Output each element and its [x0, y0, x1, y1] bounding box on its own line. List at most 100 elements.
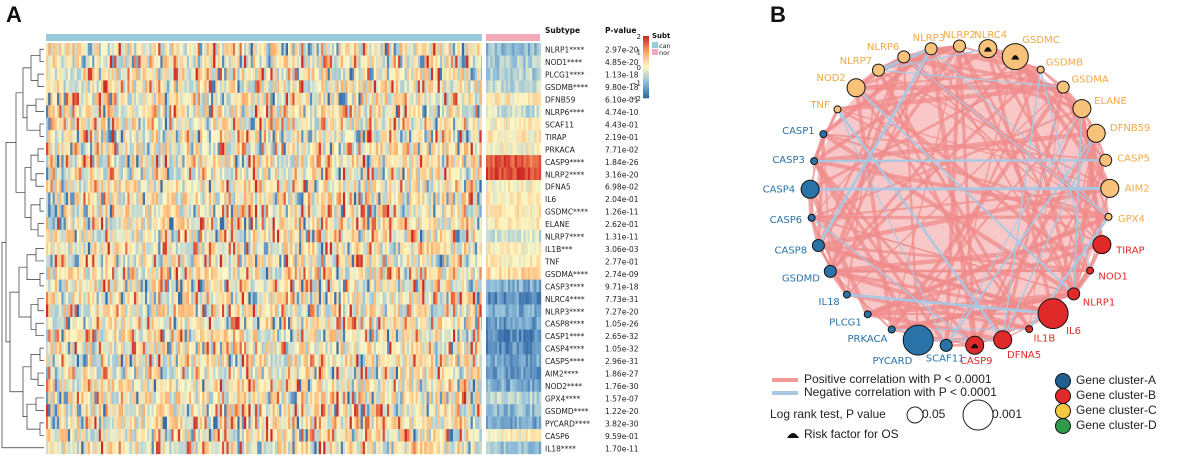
heatmap-cell — [123, 117, 126, 131]
heatmap-cell — [182, 67, 185, 81]
heatmap-cell — [340, 167, 344, 181]
heatmap-cell — [338, 254, 341, 268]
heatmap-cell — [180, 92, 183, 106]
heatmap-cell — [239, 142, 242, 156]
heatmap-cell — [288, 192, 291, 206]
heatmap-cell — [125, 304, 128, 318]
heatmap-cell — [239, 92, 242, 106]
heatmap-cell — [158, 279, 161, 293]
heatmap-cell — [398, 192, 401, 206]
heatmap-cell — [261, 180, 264, 193]
heatmap-cell — [534, 254, 537, 268]
heatmap-cell — [46, 229, 49, 243]
heatmap-cell — [134, 229, 137, 243]
heatmap-cell — [226, 155, 229, 168]
heatmap-cell — [46, 304, 49, 318]
heatmap-cell — [158, 292, 161, 305]
heatmap-cell — [70, 142, 73, 156]
heatmap-cell — [250, 55, 253, 69]
heatmap-cell — [329, 229, 333, 243]
heatmap-cell — [160, 67, 163, 81]
heatmap-cell — [63, 142, 66, 156]
heatmap-cell — [446, 117, 449, 131]
heatmap-cell — [329, 92, 333, 106]
heatmap-cell — [259, 67, 262, 81]
heatmap-cell — [534, 192, 537, 206]
heatmap-cell — [492, 117, 495, 131]
heatmap-cell — [136, 217, 139, 231]
heatmap-cell — [530, 229, 533, 243]
heatmap-cell — [263, 192, 267, 206]
heatmap-cell — [437, 279, 440, 293]
heatmap-cell — [497, 55, 500, 69]
heatmap-cell — [402, 105, 405, 118]
heatmap-cell — [417, 279, 421, 293]
heatmap-cell — [248, 155, 251, 168]
heatmap-cell — [426, 254, 429, 268]
heatmap-cell — [538, 92, 542, 106]
heatmap-cell — [125, 117, 128, 131]
heatmap-cell — [182, 304, 185, 318]
heatmap-cell — [94, 142, 97, 156]
heatmap-cell — [514, 105, 517, 118]
heatmap-cell — [213, 142, 216, 156]
heatmap-cell — [499, 55, 502, 69]
heatmap-cell — [120, 55, 124, 69]
heatmap-cell — [191, 142, 194, 156]
heatmap-cell — [142, 267, 146, 280]
heatmap-cell — [373, 279, 377, 293]
heatmap-cell — [442, 180, 445, 193]
heatmap-cell — [112, 130, 115, 143]
heatmap-cell — [356, 43, 359, 56]
heatmap-cell — [235, 130, 238, 143]
heatmap-cell — [92, 204, 95, 218]
heatmap-cell — [217, 292, 220, 305]
heatmap-cell — [235, 180, 238, 193]
heatmap-cell — [470, 229, 473, 243]
heatmap-cell — [530, 254, 533, 268]
heatmap-cell — [248, 43, 251, 56]
heatmap-cell — [184, 155, 187, 168]
heatmap-cell — [228, 155, 231, 168]
heatmap-cell — [57, 43, 60, 56]
heatmap-cell — [107, 180, 110, 193]
heatmap-cell — [162, 180, 165, 193]
heatmap-cell — [158, 142, 161, 156]
heatmap-cell — [272, 142, 275, 156]
heatmap-cell — [285, 254, 289, 268]
heatmap-cell — [453, 117, 456, 131]
heatmap-cell — [411, 155, 414, 168]
heatmap-cell — [310, 92, 313, 106]
heatmap-cell — [48, 217, 51, 231]
heatmap-cell — [213, 242, 216, 255]
heatmap-cell — [398, 105, 401, 118]
heatmap-cell — [512, 105, 515, 118]
heatmap-cell — [508, 229, 511, 243]
heatmap-cell — [446, 92, 449, 106]
heatmap-cell — [270, 217, 273, 231]
heatmap-cell — [81, 130, 84, 143]
heatmap-cell — [98, 304, 102, 318]
heatmap-cell — [402, 304, 405, 318]
heatmap-cell — [167, 67, 170, 81]
heatmap-cell — [459, 130, 462, 143]
heatmap-cell — [501, 242, 504, 255]
heatmap-cell — [153, 167, 157, 181]
heatmap-cell — [538, 229, 542, 243]
heatmap-cell — [519, 167, 522, 181]
heatmap-cell — [334, 180, 337, 193]
heatmap-cell — [85, 92, 88, 106]
heatmap-cell — [50, 292, 53, 305]
heatmap-cell — [237, 80, 240, 94]
heatmap-cell — [360, 117, 363, 131]
heatmap-cell — [391, 43, 394, 56]
heatmap-cell — [332, 80, 335, 94]
heatmap-cell — [391, 117, 394, 131]
heatmap-cell — [468, 55, 471, 69]
heatmap-cell — [307, 92, 311, 106]
heatmap-cell — [48, 105, 51, 118]
heatmap-cell — [301, 279, 304, 293]
heatmap-cell — [391, 217, 394, 231]
heatmap-cell — [290, 105, 293, 118]
heatmap-cell — [437, 167, 440, 181]
